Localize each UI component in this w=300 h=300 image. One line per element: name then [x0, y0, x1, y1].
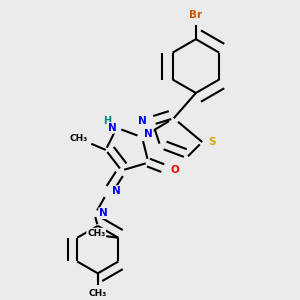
Text: N: N [144, 129, 153, 139]
Text: Br: Br [189, 11, 203, 20]
Text: S: S [208, 137, 215, 147]
Text: N: N [99, 208, 108, 218]
Text: N: N [138, 116, 146, 126]
Text: H: H [103, 116, 111, 126]
Text: N: N [112, 186, 121, 196]
Text: CH₃: CH₃ [87, 229, 105, 238]
Text: CH₃: CH₃ [89, 290, 107, 298]
Text: N: N [108, 123, 116, 133]
Text: CH₃: CH₃ [70, 134, 88, 143]
Text: O: O [171, 166, 180, 176]
